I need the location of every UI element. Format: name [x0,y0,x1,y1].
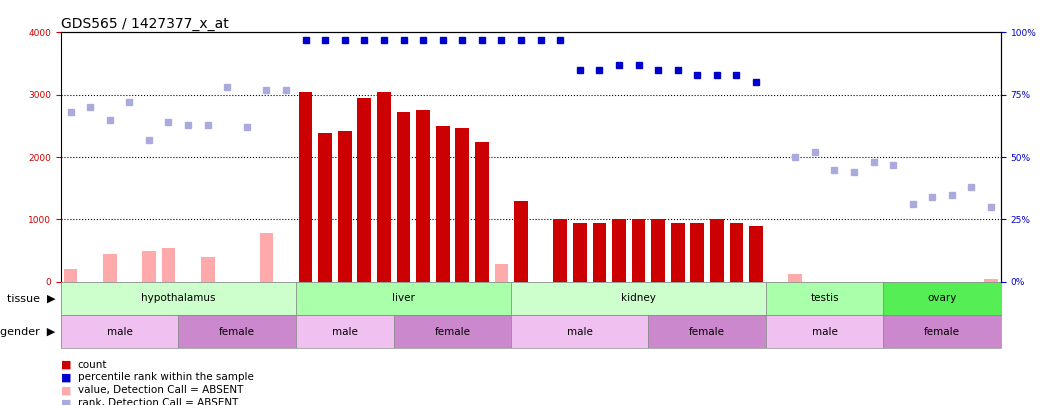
Text: gender  ▶: gender ▶ [0,327,56,337]
Bar [64,269,78,282]
Bar [671,223,684,282]
Text: kidney: kidney [621,293,656,303]
Text: value, Detection Call = ABSENT: value, Detection Call = ABSENT [78,386,243,395]
Bar [296,282,511,315]
Bar [337,131,352,282]
Text: male: male [107,327,132,337]
Bar [592,223,606,282]
Text: ovary: ovary [927,293,957,303]
Bar [103,254,116,282]
Bar [651,220,665,282]
Bar [377,92,391,282]
Text: female: female [924,327,960,337]
Bar [357,98,371,282]
Text: female: female [219,327,255,337]
Bar [749,226,763,282]
Bar [394,315,511,348]
Bar [319,133,332,282]
Text: ■: ■ [61,399,71,405]
Bar [515,201,528,282]
Bar [511,282,766,315]
Bar [396,112,411,282]
Bar [612,220,626,282]
Text: ■: ■ [61,386,71,395]
Bar [649,315,766,348]
Bar [729,223,743,282]
Bar [178,315,296,348]
Bar [553,220,567,282]
Bar [296,315,394,348]
Bar [143,251,156,282]
Bar [201,258,215,282]
Text: female: female [435,327,471,337]
Text: tissue  ▶: tissue ▶ [7,293,56,303]
Bar [573,223,587,282]
Text: female: female [690,327,725,337]
Bar [883,282,1001,315]
Bar [299,92,312,282]
Text: liver: liver [392,293,415,303]
Bar [883,315,1001,348]
Bar [436,126,450,282]
Bar [691,223,704,282]
Text: ■: ■ [61,360,71,369]
Bar [61,282,296,315]
Bar [766,315,883,348]
Bar [788,274,802,282]
Text: male: male [811,327,837,337]
Text: ■: ■ [61,373,71,382]
Text: GDS565 / 1427377_x_at: GDS565 / 1427377_x_at [61,17,228,31]
Bar [495,264,508,282]
Bar [475,142,488,282]
Bar [709,220,724,282]
Text: male: male [332,327,357,337]
Text: male: male [567,327,593,337]
Text: count: count [78,360,107,369]
Bar [456,128,470,282]
Bar [416,110,430,282]
Bar [260,232,274,282]
Bar [161,247,175,282]
Text: rank, Detection Call = ABSENT: rank, Detection Call = ABSENT [78,399,238,405]
Text: hypothalamus: hypothalamus [141,293,216,303]
Bar [766,282,883,315]
Text: testis: testis [810,293,838,303]
Bar [511,315,649,348]
Bar [632,220,646,282]
Bar [984,279,998,282]
Bar [61,315,178,348]
Text: percentile rank within the sample: percentile rank within the sample [78,373,254,382]
